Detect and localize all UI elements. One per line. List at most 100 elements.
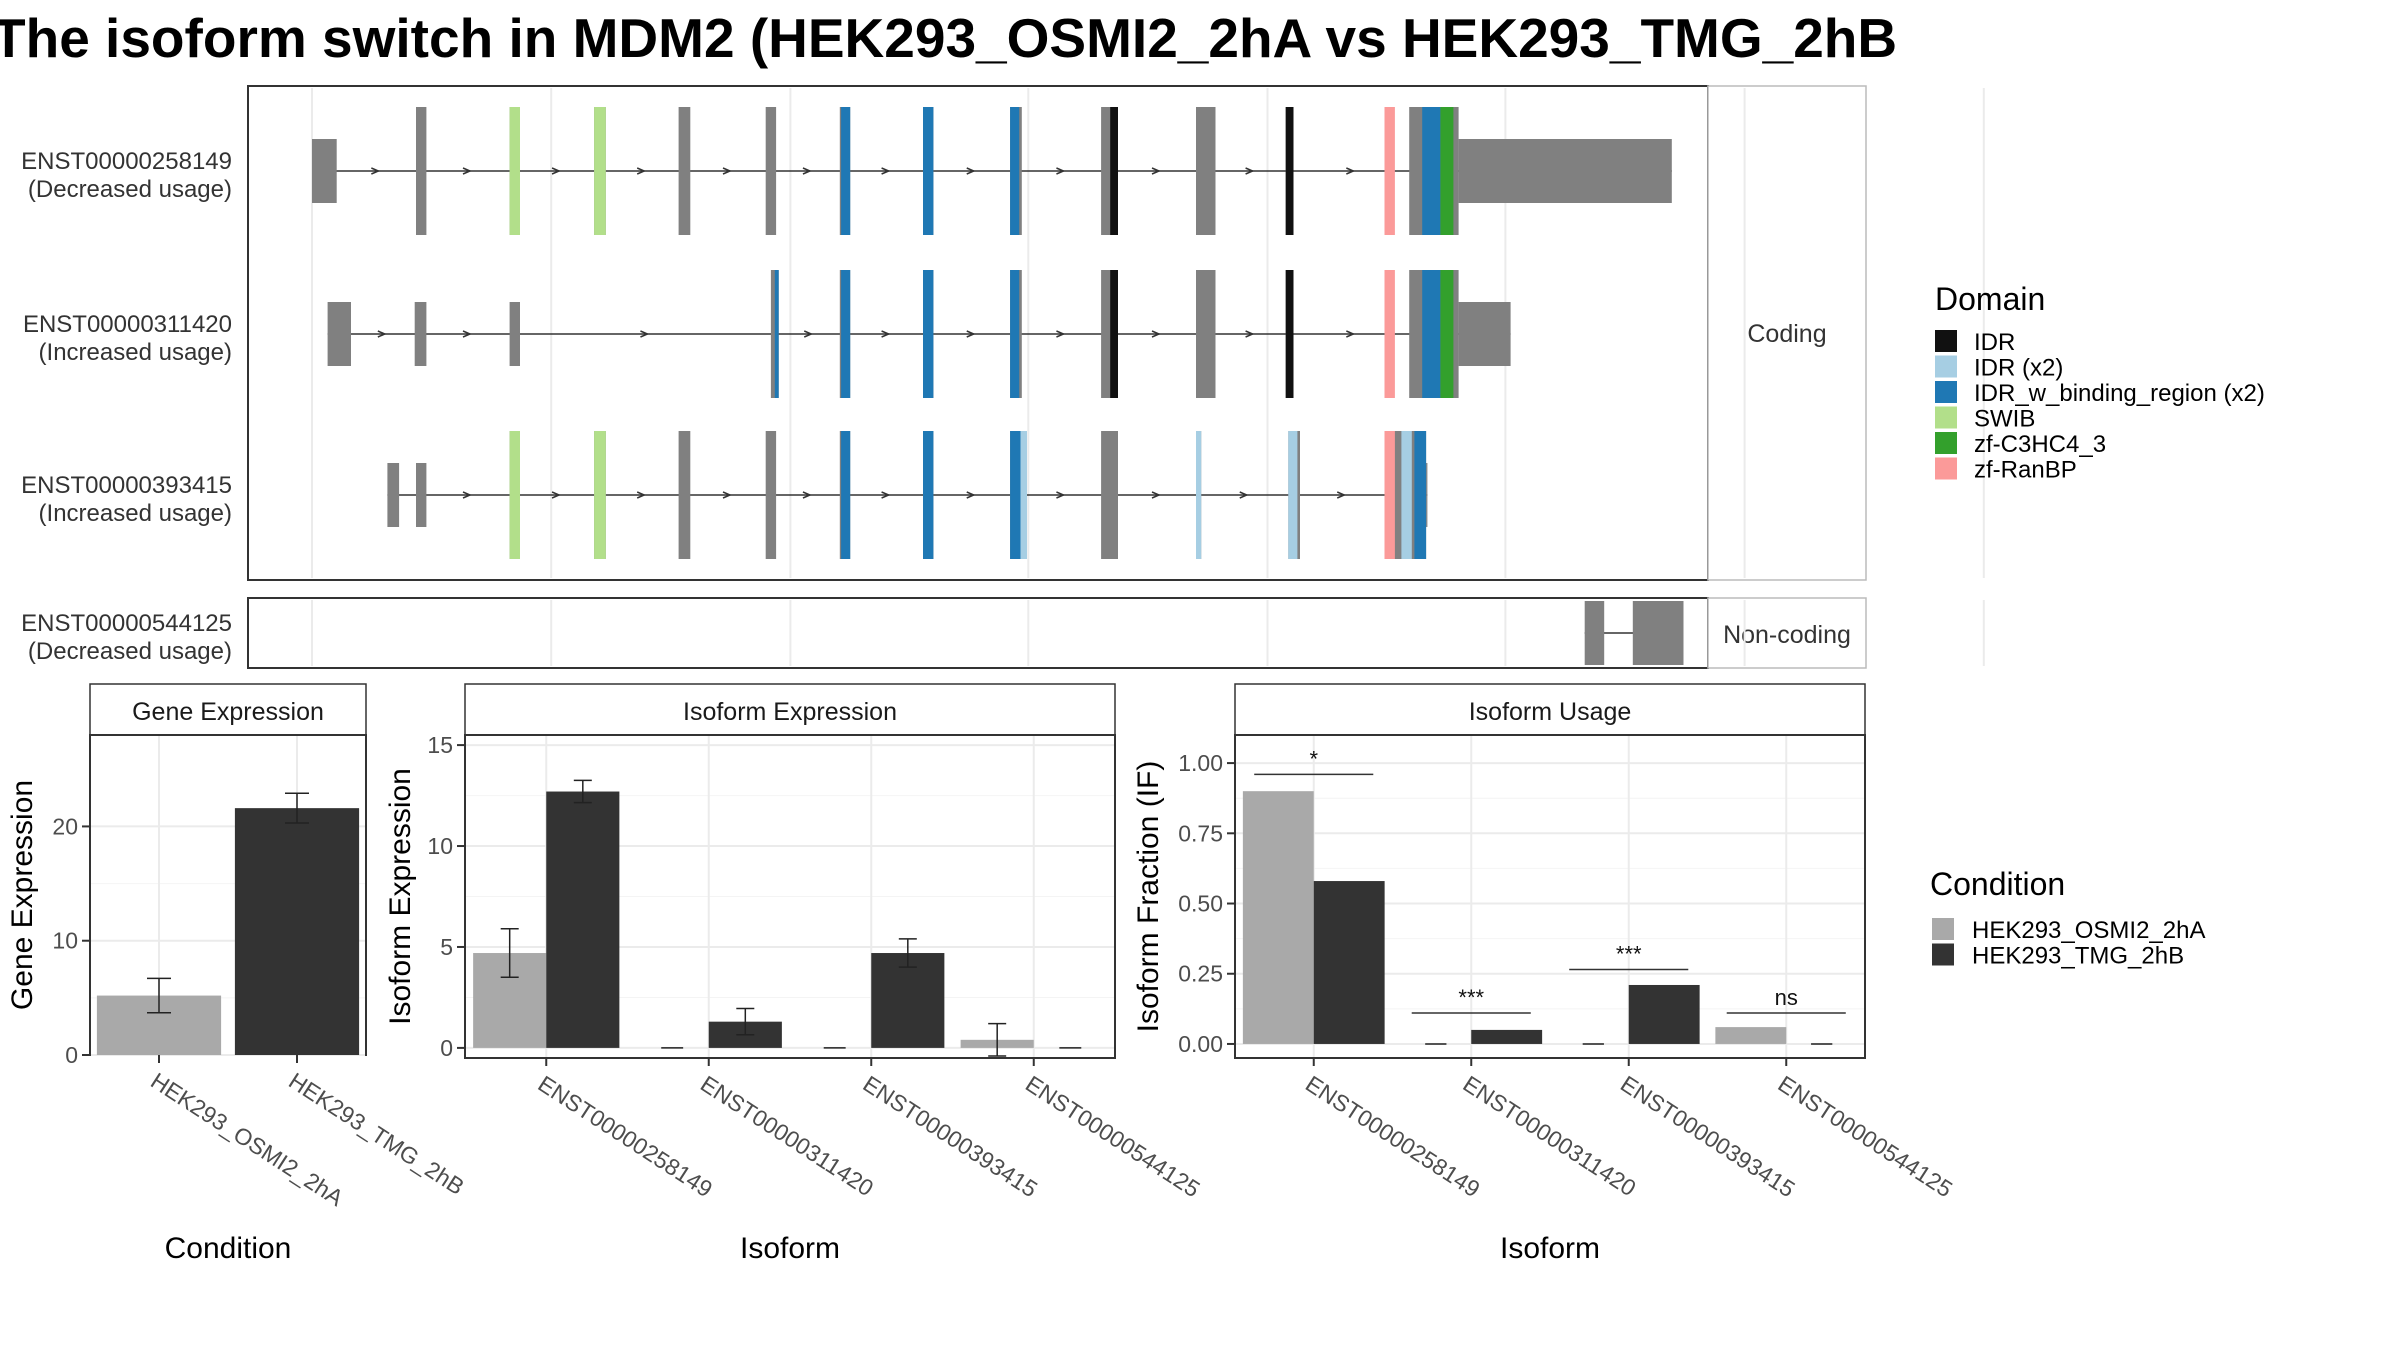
isoform-usage-label: (Increased usage) xyxy=(39,339,232,366)
utr-exon xyxy=(509,302,520,366)
domain-legend-label: IDR xyxy=(1974,329,2015,356)
intron-arrow xyxy=(722,167,732,175)
domain-swib xyxy=(594,107,606,235)
cds-exon xyxy=(765,107,777,235)
domain-legend-swatch xyxy=(1935,406,1957,429)
domain-legend-label: IDR (x2) xyxy=(1974,355,2063,382)
figure-title: The isoform switch in MDM2 (HEK293_OSMI2… xyxy=(0,7,1897,69)
intron-arrow xyxy=(1056,330,1066,338)
domain-zf-ranbp xyxy=(1384,431,1395,559)
x-axis-title: Isoform xyxy=(1500,1232,1600,1265)
condition-legend-swatch xyxy=(1932,918,1954,940)
intron-arrow xyxy=(1239,491,1249,499)
y-tick-label: 10 xyxy=(52,928,78,954)
chart-title: Gene Expression xyxy=(132,698,324,726)
chart-panel-1: Isoform Expression051015ENST00000258149E… xyxy=(384,683,1205,1265)
intron-arrow xyxy=(1346,330,1356,338)
intron-arrow xyxy=(803,330,814,338)
domain-idr-w-binding-region-x2- xyxy=(1010,107,1020,235)
condition-legend-title: Condition xyxy=(1930,866,2065,902)
domain-swib xyxy=(509,431,520,559)
x-tick-label: ENST00000544125 xyxy=(1021,1070,1205,1202)
cds-exon xyxy=(1196,270,1216,398)
intron-arrow xyxy=(462,491,472,499)
y-tick-label: 10 xyxy=(427,833,453,859)
intron-arrow xyxy=(636,167,647,175)
domain-idr xyxy=(1110,107,1118,235)
domain-idr-w-binding-region-x2- xyxy=(1010,431,1022,559)
cds-exon xyxy=(1196,107,1216,235)
y-tick-label: 0 xyxy=(440,1035,453,1061)
domain-legend-swatch xyxy=(1935,330,1957,352)
utr-exon xyxy=(1458,139,1672,203)
cds-exon xyxy=(1101,431,1118,559)
condition-legend-label: HEK293_OSMI2_2hA xyxy=(1972,917,2205,944)
domain-idr xyxy=(1285,107,1294,235)
y-tick-label: 0.25 xyxy=(1178,961,1223,987)
domain-idr-w-binding-region-x2- xyxy=(774,270,779,398)
domain-idr-w-binding-region-x2- xyxy=(1422,107,1441,235)
domain-legend-swatch xyxy=(1935,457,1957,480)
intron-arrow xyxy=(1151,491,1161,499)
y-axis-title: Isoform Expression xyxy=(384,768,417,1025)
noncoding-strip-label: Non-coding xyxy=(1723,621,1851,649)
domain-idr-x2- xyxy=(1020,431,1027,559)
cds-exon xyxy=(416,107,427,235)
utr-exon xyxy=(416,463,427,527)
intron-arrow xyxy=(1245,330,1255,338)
utr-exon xyxy=(387,463,400,527)
intron-arrow xyxy=(1245,167,1255,175)
cds-exon xyxy=(1632,601,1684,665)
chart-title: Isoform Expression xyxy=(683,698,897,726)
isoform-id-label: ENST00000544125 xyxy=(21,610,232,637)
domain-legend-label: zf-C3HC4_3 xyxy=(1974,431,2106,458)
intron-arrow xyxy=(1056,167,1066,175)
coding-strip-label: Coding xyxy=(1747,320,1826,348)
isoform-usage-label: (Decreased usage) xyxy=(28,638,232,665)
y-tick-label: 0 xyxy=(65,1042,78,1068)
intron-arrow xyxy=(881,167,891,175)
bar xyxy=(546,791,620,1048)
intron-arrow xyxy=(640,330,650,338)
domain-idr-w-binding-region-x2- xyxy=(1010,270,1020,398)
domain-idr-w-binding-region-x2- xyxy=(1422,270,1441,398)
intron-arrow xyxy=(551,491,561,499)
x-tick-label: ENST00000393415 xyxy=(859,1070,1043,1202)
domain-idr-x2- xyxy=(1288,431,1298,559)
intron-arrow xyxy=(881,491,891,499)
domain-idr-w-binding-region-x2- xyxy=(923,431,934,559)
domain-idr-w-binding-region-x2- xyxy=(1414,431,1427,559)
condition-legend-swatch xyxy=(1932,943,1954,966)
intron-arrow xyxy=(371,167,381,175)
isoform-id-label: ENST00000393415 xyxy=(21,472,232,499)
utr-exon xyxy=(414,302,427,366)
expression-charts: Gene Expression01020HEK293_OSMI2_2hAHEK2… xyxy=(6,683,1957,1265)
intron-arrow xyxy=(1346,167,1356,175)
significance-label: *** xyxy=(1616,942,1642,967)
x-tick-label: ENST00000311420 xyxy=(696,1070,878,1201)
bar xyxy=(1471,1029,1543,1044)
intron-arrow xyxy=(636,491,647,499)
domain-idr-w-binding-region-x2- xyxy=(841,107,851,235)
utr-exon xyxy=(1584,601,1605,665)
y-tick-label: 0.00 xyxy=(1178,1031,1223,1057)
domain-swib xyxy=(509,107,520,235)
bar xyxy=(1715,1027,1787,1044)
domain-idr xyxy=(1285,270,1294,398)
x-axis-title: Condition xyxy=(165,1232,292,1265)
x-axis-title: Isoform xyxy=(740,1232,840,1265)
domain-zf-c3hc4-3 xyxy=(1440,107,1454,235)
x-tick-label: ENST00000258149 xyxy=(534,1070,718,1202)
intron-arrow xyxy=(966,167,976,175)
isoform-id-label: ENST00000258149 xyxy=(21,148,232,175)
y-tick-label: 1.00 xyxy=(1178,750,1223,776)
domain-idr-w-binding-region-x2- xyxy=(841,270,851,398)
y-axis-title: Gene Expression xyxy=(6,780,39,1010)
isoform-id-label: ENST00000311420 xyxy=(23,311,232,338)
domain-idr-x2- xyxy=(1196,431,1202,559)
intron-arrow xyxy=(881,330,891,338)
cds-exon xyxy=(678,431,691,559)
